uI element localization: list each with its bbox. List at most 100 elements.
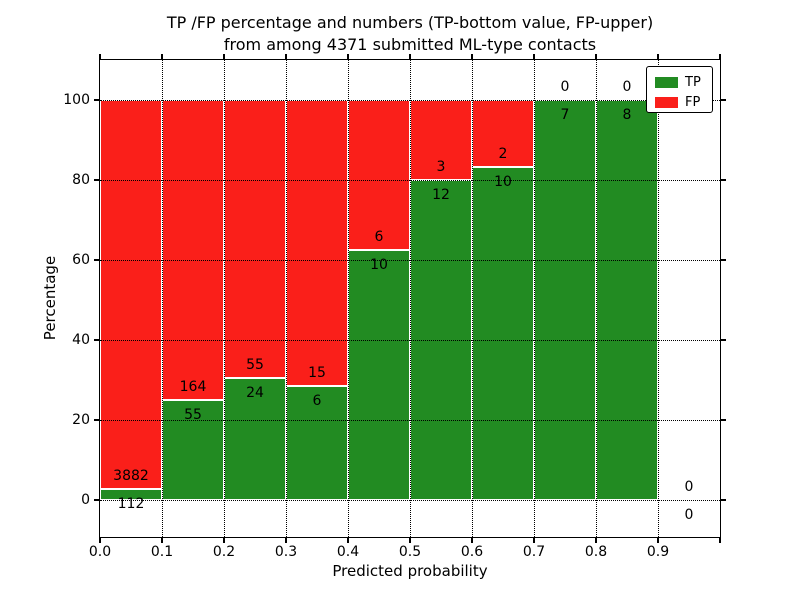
chart-title-line1: TP /FP percentage and numbers (TP-bottom…	[166, 13, 654, 32]
x-tick-bottom	[471, 537, 473, 543]
x-tick-bottom	[223, 537, 225, 543]
fp-count-label: 0	[684, 479, 694, 495]
x-tick-label: 0.4	[336, 544, 360, 560]
x-tick-top	[285, 54, 287, 60]
tp-bar	[348, 250, 410, 500]
tp-count-label: 24	[246, 385, 264, 402]
x-tick-label: 0.2	[212, 544, 236, 560]
y-tick-left	[94, 419, 100, 421]
x-gridline	[162, 60, 163, 537]
x-tick-label: 0.8	[584, 544, 608, 560]
fp-count-label: 2	[498, 145, 508, 162]
y-tick-right	[720, 99, 726, 101]
fp-count-label: 0	[560, 79, 570, 95]
x-tick-top	[223, 54, 225, 60]
y-tick-left	[94, 259, 100, 261]
x-tick-label: 0.7	[522, 544, 546, 560]
tp-count-label: 12	[432, 187, 450, 203]
x-tick-top	[471, 54, 473, 60]
y-tick-left	[94, 99, 100, 101]
plot-layer: 3882 112 164 55 55 24 15 6 6 10 3 12 2 10 0 7 0 8 0 0	[100, 60, 720, 537]
x-tick-bottom	[657, 537, 659, 543]
tp-bar	[100, 488, 162, 500]
x-tick-top	[409, 54, 411, 60]
x-tick-top	[161, 54, 163, 60]
tp-count-label: 7	[560, 107, 570, 123]
y-tick-right	[720, 179, 726, 181]
x-tick-bottom	[595, 537, 597, 543]
x-tick-top	[595, 54, 597, 60]
x-tick-bottom	[161, 537, 163, 543]
x-tick-bottom	[533, 537, 535, 543]
legend: TP FP	[646, 66, 713, 113]
chart-title: TP /FP percentage and numbers (TP-bottom…	[100, 12, 720, 56]
x-tick-label: 0.3	[274, 544, 298, 560]
y-tick-right	[720, 499, 726, 501]
fp-legend-swatch	[655, 96, 678, 108]
fp-bar	[224, 100, 286, 379]
fp-bar	[410, 100, 472, 180]
y-tick-right	[720, 339, 726, 341]
x-gridline	[658, 60, 659, 537]
y-tick-label: 100	[63, 92, 90, 108]
x-tick-label: 0.9	[646, 544, 670, 560]
x-tick-bottom	[347, 537, 349, 543]
tp-count-label: 6	[312, 392, 322, 409]
fp-count-label: 3	[436, 159, 446, 175]
x-gridline	[410, 60, 411, 537]
fp-count-label: 55	[246, 357, 264, 374]
tp-bar	[224, 378, 286, 500]
y-tick-left	[94, 339, 100, 341]
y-tick-label: 40	[72, 332, 90, 348]
tp-bar	[286, 385, 348, 500]
legend-label-tp: TP	[685, 74, 701, 90]
tp-bar	[534, 100, 596, 500]
x-tick-label: 0.1	[150, 544, 174, 560]
x-tick-bottom	[99, 537, 101, 543]
x-tick-top	[533, 54, 535, 60]
fp-bar	[472, 100, 534, 167]
y-tick-label: 60	[72, 252, 90, 268]
fp-bar	[100, 100, 162, 489]
y-tick-label: 0	[81, 492, 90, 508]
x-tick-label: 0.0	[88, 544, 112, 560]
x-axis-label: Predicted probability	[332, 562, 488, 580]
y-tick-label: 20	[72, 412, 90, 428]
tp-bar	[596, 100, 658, 500]
x-gridline	[348, 60, 349, 537]
x-gridline	[224, 60, 225, 537]
tp-count-label: 112	[117, 495, 145, 512]
tp-count-label: 10	[494, 173, 512, 190]
tp-count-label: 8	[622, 107, 632, 123]
legend-row-tp: TP	[655, 72, 712, 92]
y-tick-right	[720, 419, 726, 421]
legend-row-fp: FP	[655, 92, 712, 112]
fp-count-label: 0	[622, 79, 632, 95]
fp-count-label: 3882	[113, 467, 149, 484]
x-gridline	[286, 60, 287, 537]
y-tick-left	[94, 179, 100, 181]
y-tick-right	[720, 259, 726, 261]
x-tick-top	[99, 54, 101, 60]
fp-count-label: 6	[374, 229, 384, 245]
x-tick-top	[347, 54, 349, 60]
x-tick-bottom	[285, 537, 287, 543]
y-tick-label: 80	[72, 172, 90, 188]
x-tick-bottom	[719, 537, 721, 543]
tp-count-label: 10	[370, 257, 388, 273]
chart-title-line2: from among 4371 submitted ML-type contac…	[223, 35, 597, 54]
y-tick-left	[94, 499, 100, 501]
x-tick-label: 0.6	[460, 544, 484, 560]
fp-bar	[348, 100, 410, 250]
fp-count-label: 15	[308, 364, 326, 381]
x-tick-label: 0.5	[398, 544, 422, 560]
fp-bar	[162, 100, 224, 400]
x-gridline	[596, 60, 597, 537]
tp-count-label: 0	[684, 507, 694, 523]
tp-bar	[472, 166, 534, 500]
x-tick-top	[719, 54, 721, 60]
tp-legend-swatch	[655, 76, 678, 88]
x-tick-top	[657, 54, 659, 60]
fp-count-label: 164	[179, 378, 207, 395]
